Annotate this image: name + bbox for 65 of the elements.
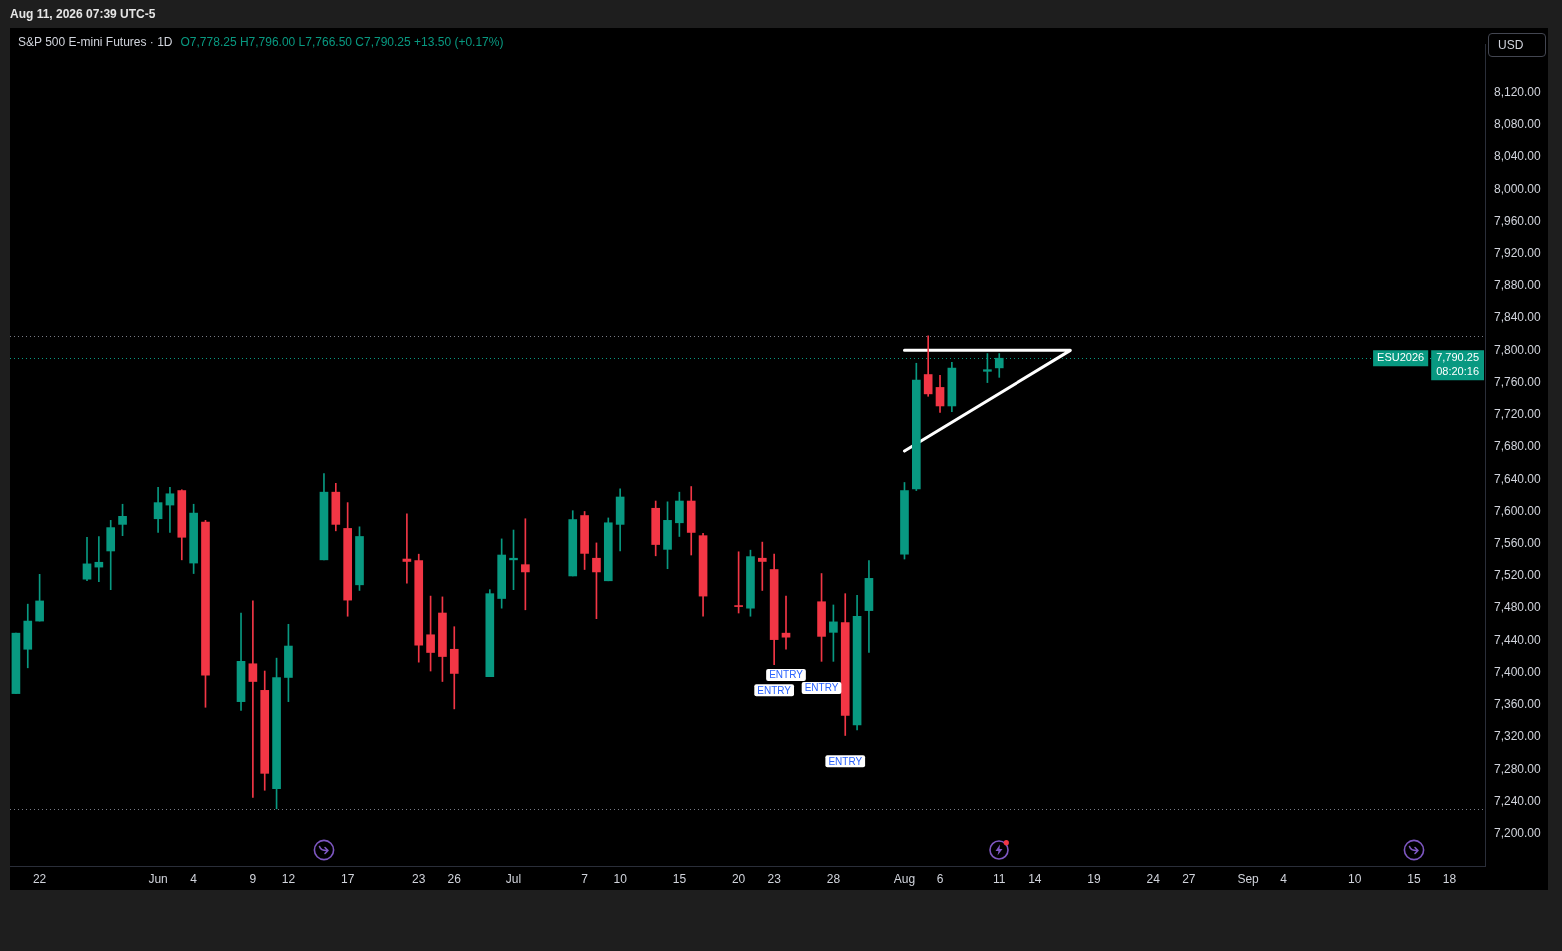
annotation: 08:20:16 [1436,365,1479,378]
annotation: ENTRY [804,682,839,694]
y-axis-title: USD [1488,33,1546,57]
y-tick-label: 7,240.00 [1494,793,1542,808]
y-tick-label: 8,080.00 [1494,117,1542,132]
x-tick-label: 17 [340,871,355,886]
y-tick-label: 7,800.00 [1494,342,1542,357]
x-tick-label: 26 [447,871,462,886]
x-tick-label: 20 [731,871,746,886]
x-tick-label: 9 [249,871,257,886]
x-tick-label: 11 [993,871,1006,886]
y-tick-label: 7,560.00 [1494,536,1542,551]
x-tick-label: 23 [412,871,426,886]
y-tick-label: 7,680.00 [1494,439,1542,454]
x-tick-label: 22 [32,871,47,886]
x-tick-label: Jun [148,871,168,886]
x-tick-label: 24 [1146,871,1161,886]
x-tick-label: 14 [1028,871,1042,886]
x-tick-label: 10 [1348,871,1362,886]
x-tick-label: 12 [281,871,296,886]
x-tick-label: 18 [1442,871,1457,886]
annotation: ENTRY [757,684,792,696]
x-tick-label: 6 [936,871,944,886]
y-tick-label: 7,440.00 [1494,632,1542,647]
x-tick-label: Sep [1237,871,1260,886]
x-tick-label: Jul [505,871,522,886]
ref-line-label: ESU2026 [1377,351,1425,364]
y-tick-label: 7,880.00 [1494,278,1542,293]
x-tick-label: 15 [672,871,687,886]
x-tick-label: 4 [190,871,198,886]
y-tick-label: 7,480.00 [1494,600,1542,615]
x-tick-label: 27 [1182,871,1196,886]
y-tick-label: 7,280.00 [1494,761,1542,776]
y-tick-label: 7,840.00 [1494,310,1542,325]
x-tick-label: 10 [613,871,628,886]
y-tick-label: 7,920.00 [1494,245,1542,260]
chart-title: S&P 500 E-mini Futures · 1D [18,35,173,49]
annotation: ENTRY [769,669,804,681]
x-tick-label: 7 [581,871,589,886]
x-tick-label: 15 [1407,871,1421,886]
y-tick-label: 7,400.00 [1494,664,1542,679]
candlestick [757,541,767,591]
annotation: 7,790.25 [1436,351,1479,364]
text: Aug 11, 2026 07:39 UTC-5 [10,7,156,21]
x-tick-label: Aug [893,871,916,886]
y-tick-label: 7,320.00 [1494,729,1542,744]
x-tick-label: 28 [826,871,841,886]
y-tick-label: 7,200.00 [1494,826,1542,841]
y-tick-label: 7,600.00 [1494,503,1542,518]
y-tick-label: 7,520.00 [1494,568,1542,583]
y-tick-label: 7,760.00 [1494,374,1542,389]
y-tick-label: 7,720.00 [1494,407,1542,422]
annotation: ENTRY [828,755,863,767]
x-tick-label: 19 [1087,871,1102,886]
y-tick-label: 8,040.00 [1494,149,1542,164]
y-tick-label: 8,000.00 [1494,181,1542,196]
y-tick-label: 8,120.00 [1494,84,1542,99]
y-tick-label: 7,960.00 [1494,213,1542,228]
x-tick-label: 23 [767,871,782,886]
y-tick-label: 7,640.00 [1494,471,1542,486]
candlestick [248,600,258,798]
y-tick-label: 7,360.00 [1494,697,1542,712]
x-tick-label: 4 [1280,871,1288,886]
chart-subtitle: O7,778.25 H7,796.00 L7,766.50 C7,790.25 +13.50 (+0.17%) [180,35,504,49]
candlestick [781,595,791,650]
